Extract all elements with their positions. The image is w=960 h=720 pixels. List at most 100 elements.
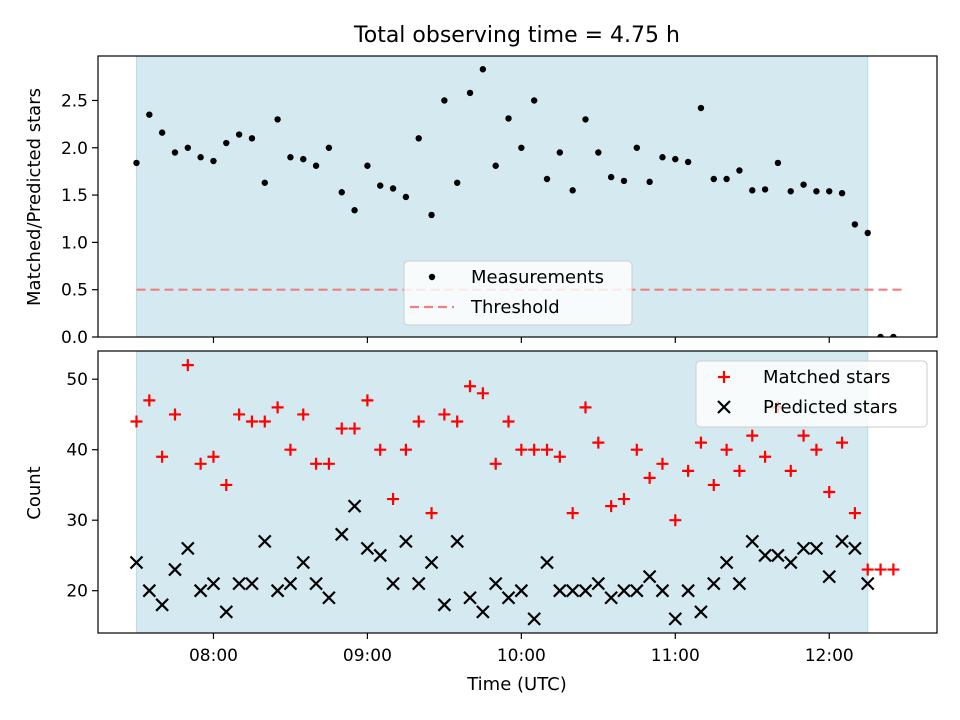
- matched-star-point: [451, 415, 464, 428]
- matched-star-point: [694, 436, 707, 449]
- y-tick-label: 2.0: [61, 139, 88, 159]
- matched-star-point: [207, 450, 220, 463]
- y-axis-label-bottom: Count: [24, 466, 45, 519]
- predicted-star-point: [309, 576, 323, 591]
- matched-star-point: [412, 415, 425, 428]
- measurement-point: [569, 187, 576, 194]
- matched-star-point: [566, 507, 579, 520]
- matched-star-point: [682, 464, 695, 477]
- legend-label: Predicted stars: [763, 397, 897, 418]
- matched-star-point: [617, 493, 630, 506]
- measurement-point: [877, 333, 884, 337]
- predicted-star-point: [860, 576, 875, 591]
- measurement-point: [800, 181, 807, 188]
- measurement-point: [890, 333, 897, 337]
- measurement-point: [556, 149, 564, 156]
- predicted-star-point: [181, 541, 195, 556]
- legend-marker: [718, 371, 730, 383]
- predicted-star-point: [373, 548, 388, 563]
- predicted-star-point: [399, 534, 413, 549]
- plot-frame-1: [97, 350, 938, 634]
- measurement-point: [595, 149, 602, 156]
- matched-star-point: [194, 457, 207, 470]
- y-axis-label-top: Matched/Predicted stars: [24, 88, 45, 306]
- x-tick-label: 12:00: [805, 646, 854, 666]
- measurement-point: [672, 155, 679, 163]
- matched-star-point: [669, 514, 682, 527]
- predicted-star-point: [578, 583, 593, 598]
- measurement-point: [274, 116, 281, 123]
- matched-star-point: [374, 443, 387, 456]
- measurement-point: [736, 167, 743, 174]
- measurement-point: [723, 175, 730, 183]
- measurement-point: [454, 179, 461, 186]
- predicted-star-point: [437, 598, 452, 612]
- measurement-point: [543, 175, 551, 183]
- matched-star-point: [797, 429, 810, 442]
- predicted-star-point: [347, 499, 362, 513]
- matched-star-point: [168, 408, 181, 421]
- matched-star-point: [476, 387, 489, 400]
- matched-star-point: [592, 436, 605, 449]
- plot-frame-0: [97, 55, 938, 338]
- y-tick-label: 30: [66, 511, 88, 531]
- predicted-star-point: [514, 583, 529, 598]
- matched-star-point: [630, 443, 643, 456]
- predicted-star-point: [604, 590, 618, 605]
- predicted-star-point: [245, 576, 259, 591]
- predicted-star-point: [168, 562, 182, 577]
- measurement-point: [505, 115, 512, 122]
- predicted-star-point: [642, 569, 657, 584]
- measurement-point: [774, 159, 782, 167]
- matched-star-point: [348, 422, 361, 435]
- matched-star-point: [143, 394, 156, 407]
- matched-star-point: [720, 443, 733, 456]
- y-tick-label: 20: [66, 582, 88, 602]
- predicted-star-point: [771, 548, 785, 563]
- predicted-star-point: [296, 555, 311, 570]
- measurement-point: [813, 188, 820, 195]
- matched-star-point: [438, 408, 451, 421]
- measurement-point: [146, 111, 153, 118]
- predicted-star-point: [783, 555, 798, 570]
- matched-star-point: [130, 415, 143, 428]
- predicted-star-point: [488, 576, 503, 591]
- predicted-star-point: [668, 612, 683, 626]
- matched-star-point: [515, 443, 528, 456]
- measurement-point: [646, 178, 653, 186]
- predicted-star-point: [386, 576, 400, 591]
- predicted-star-point: [630, 583, 644, 598]
- matched-star-point: [284, 443, 297, 456]
- matched-star-point: [181, 359, 194, 372]
- matched-star-point: [220, 478, 233, 491]
- measurement-point: [377, 182, 384, 189]
- predicted-star-point: [681, 583, 695, 598]
- measurement-point: [197, 154, 204, 161]
- measurement-point: [492, 162, 499, 169]
- measurement-point: [210, 157, 217, 165]
- measurement-point: [351, 207, 358, 214]
- predicted-star-point: [501, 590, 516, 605]
- measurement-point: [479, 66, 487, 73]
- predicted-star-point: [809, 541, 824, 556]
- matched-star-point: [528, 443, 541, 456]
- legend-label: Threshold: [470, 297, 560, 318]
- measurement-point: [633, 144, 641, 151]
- measurement-point: [364, 162, 371, 169]
- measurement-point: [787, 188, 794, 195]
- predicted-star-point: [411, 576, 426, 591]
- matched-star-point: [399, 443, 412, 456]
- measurement-point: [684, 158, 692, 166]
- measurement-point: [697, 104, 705, 112]
- measurement-point: [402, 193, 410, 201]
- measurement-point: [158, 129, 166, 136]
- matched-star-point: [707, 478, 720, 491]
- x-axis-label: Time (UTC): [466, 674, 567, 695]
- measurement-point: [415, 135, 422, 142]
- matched-star-point: [810, 443, 823, 456]
- predicted-star-point: [565, 583, 580, 598]
- matched-star-point: [733, 464, 746, 477]
- measurement-point: [826, 188, 833, 195]
- matched-star-point: [502, 415, 515, 428]
